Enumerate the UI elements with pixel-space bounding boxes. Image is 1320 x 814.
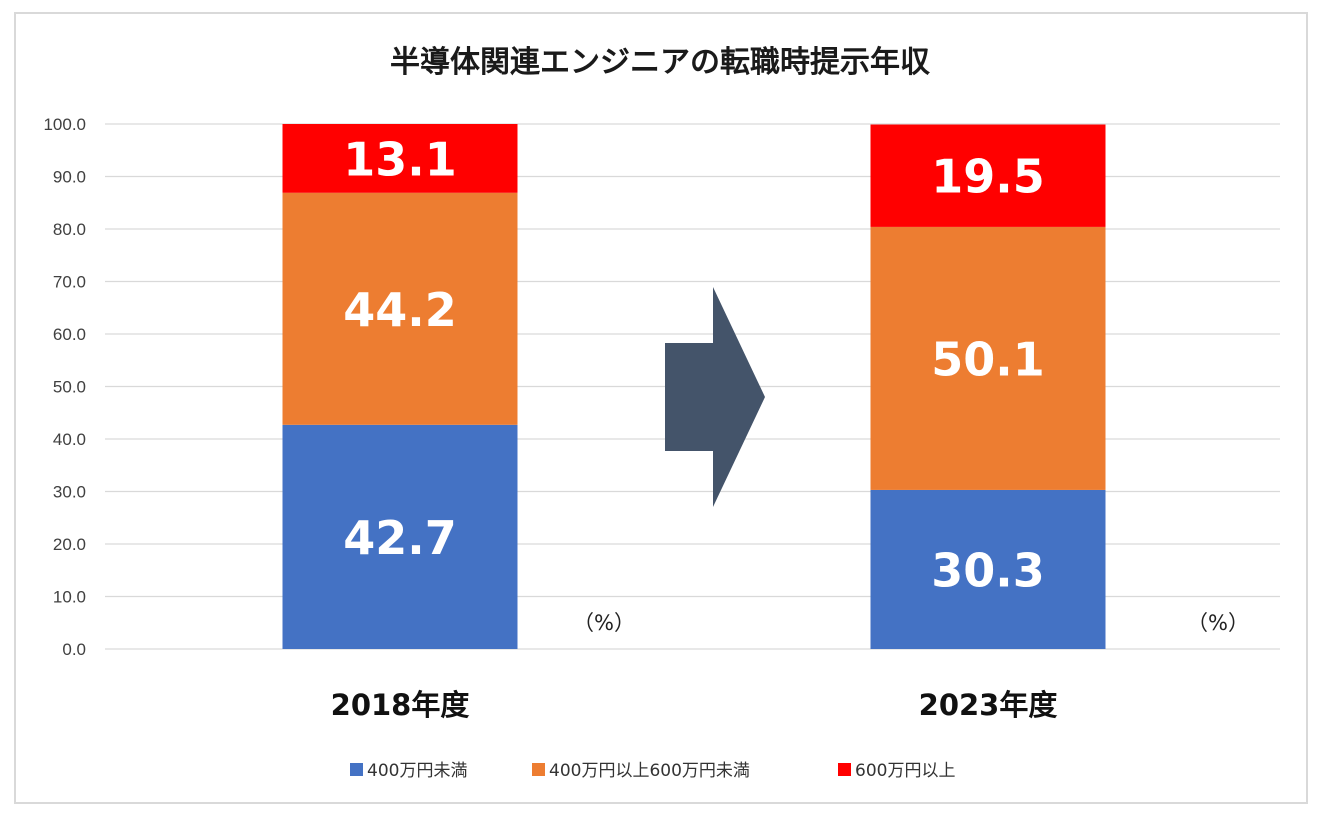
y-axis-ticks: 0.0 10.0 20.0 30.0 40.0 50.0 60.0 70.0 80.0 90.0 1…: [43, 115, 86, 659]
chart-title: 半導体関連エンジニアの転職時提示年収: [390, 45, 931, 80]
value-label: 42.7: [343, 511, 457, 565]
value-label: 13.1: [343, 132, 457, 186]
unit-label: （%）: [1187, 611, 1249, 635]
unit-label: （%）: [573, 611, 635, 635]
bar-segment: [870, 124, 1106, 227]
bar-segment: [282, 192, 518, 425]
bars: 42.7 44.2 13.1 30.3 50.1 19.5: [282, 124, 1106, 649]
y-tick-label: 60.0: [53, 325, 86, 344]
legend: 400万円未満 400万円以上600万円未満 600万円以上: [350, 761, 955, 781]
legend-swatch: [838, 763, 851, 776]
y-tick-label: 40.0: [53, 430, 86, 449]
arrow-right-icon: [665, 287, 765, 507]
y-tick-label: 10.0: [53, 588, 86, 607]
value-label: 50.1: [931, 332, 1045, 386]
y-tick-label: 30.0: [53, 483, 86, 502]
y-tick-label: 0.0: [62, 640, 86, 659]
value-label: 30.3: [931, 543, 1045, 597]
value-label: 44.2: [343, 283, 457, 337]
bar-segment: [870, 489, 1106, 649]
legend-swatch: [350, 763, 363, 776]
value-label: 19.5: [931, 150, 1045, 204]
bar-segment: [282, 124, 518, 193]
y-tick-label: 80.0: [53, 220, 86, 239]
legend-entry: 600万円以上: [855, 761, 955, 781]
bar-segment: [282, 424, 518, 649]
y-tick-label: 20.0: [53, 535, 86, 554]
category-labels: 2018年度 2023年度: [331, 688, 1058, 722]
bar-segment: [870, 226, 1106, 490]
legend-swatch: [532, 763, 545, 776]
y-tick-label: 50.0: [53, 378, 86, 397]
unit-labels: （%） （%）: [573, 611, 1249, 635]
category-label: 2018年度: [331, 688, 470, 722]
legend-entry: 400万円未満: [367, 761, 467, 781]
y-tick-label: 90.0: [53, 168, 86, 187]
y-tick-label: 100.0: [43, 115, 86, 134]
category-label: 2023年度: [919, 688, 1058, 722]
y-tick-label: 70.0: [53, 273, 86, 292]
legend-entry: 400万円以上600万円未満: [549, 761, 750, 781]
